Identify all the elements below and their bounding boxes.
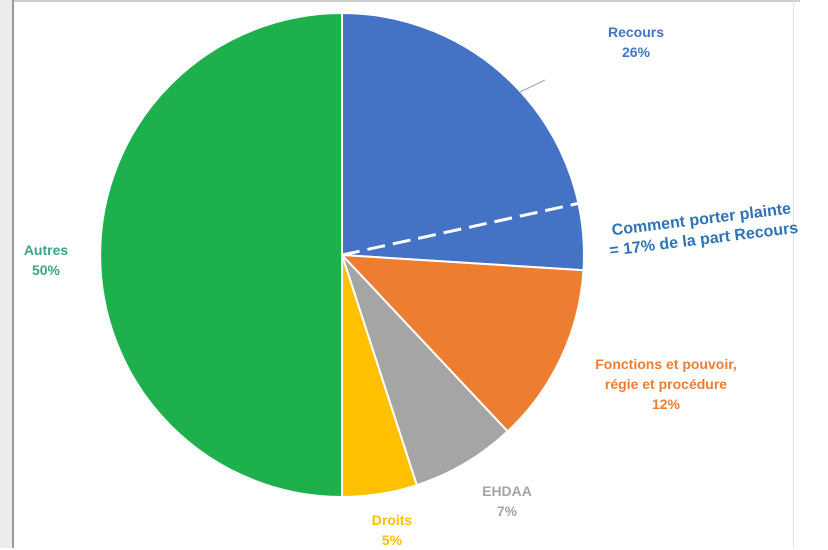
comment-porter-plainte-divider: [341, 201, 579, 257]
label-droits: Droits 5%: [352, 510, 432, 550]
label-recours-percent: 26%: [621, 44, 651, 60]
label-fonctions-percent: 12%: [651, 396, 681, 412]
label-ehdaa-name: EHDAA: [482, 483, 532, 499]
right-guide-line: [793, 0, 794, 548]
top-edge: [0, 0, 800, 2]
pie-slice-ehdaa: [341, 254, 510, 487]
label-ehdaa: EHDAA 7%: [462, 481, 552, 521]
label-fonctions-line2: régie et procédure: [604, 376, 728, 392]
pie-slice-fonctions: [339, 253, 585, 433]
label-autres: Autres 50%: [8, 240, 84, 280]
label-autres-percent: 50%: [31, 262, 61, 278]
label-fonctions: Fonctions et pouvoir, régie et procédure…: [568, 354, 764, 414]
label-droits-name: Droits: [371, 512, 413, 528]
pie-slice-autres: [99, 11, 343, 499]
label-recours-name: Recours: [607, 24, 665, 40]
label-droits-percent: 5%: [381, 532, 403, 548]
label-recours: Recours 26%: [588, 22, 684, 62]
left-edge-bar: [0, 0, 14, 548]
recours-leader-line: [519, 79, 546, 93]
label-ehdaa-percent: 7%: [496, 503, 518, 519]
label-autres-name: Autres: [23, 242, 69, 258]
pie-slices: [99, 11, 585, 499]
pie-slice-recours: [341, 11, 585, 272]
label-fonctions-line1: Fonctions et pouvoir,: [595, 356, 737, 372]
